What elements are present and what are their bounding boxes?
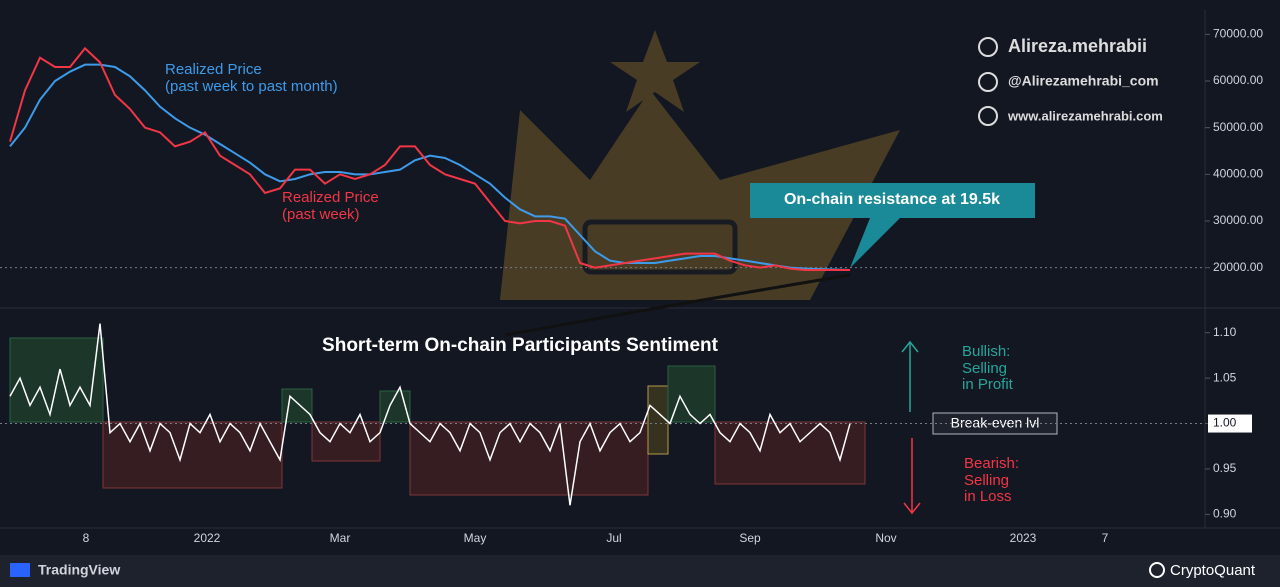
callout-text: On-chain resistance at 19.5k <box>784 191 1000 208</box>
y-tick-label: 1.05 <box>1213 370 1237 384</box>
telegram-icon <box>978 72 998 92</box>
bearish-label: Bearish: Selling in Loss <box>964 455 1020 505</box>
y-tick-label: 30000.00 <box>1213 213 1263 227</box>
break-even-label: Break-even lvl <box>951 415 1040 431</box>
footer-left: TradingView <box>38 562 120 578</box>
footer-bar <box>0 555 1280 587</box>
x-tick-label: Jul <box>606 531 621 545</box>
watermark-instagram: Alireza.mehrabii <box>1008 36 1147 56</box>
up-arrow-head <box>901 340 919 353</box>
callout-box <box>750 183 1035 268</box>
chart-title: Short-term On-chain Participants Sentime… <box>322 335 719 356</box>
y-tick-label: 0.90 <box>1213 507 1237 521</box>
instagram-icon <box>978 37 998 57</box>
y-tick-label: 60000.00 <box>1213 73 1263 87</box>
y-tick-label: 50000.00 <box>1213 120 1263 134</box>
series-line <box>9 323 851 506</box>
web-icon <box>978 106 998 126</box>
x-tick-label: Mar <box>330 531 351 545</box>
x-tick-label: 2022 <box>194 531 221 545</box>
y-tick-label: 40000.00 <box>1213 167 1263 181</box>
x-tick-label: Nov <box>875 531 896 545</box>
y-tick-label: 1.00 <box>1213 416 1237 430</box>
x-tick-label: 7 <box>1102 531 1109 545</box>
tv-logo <box>10 563 30 577</box>
y-tick-label: 0.95 <box>1213 461 1237 475</box>
x-tick-label: 8 <box>83 531 90 545</box>
watermark-crown <box>500 30 900 300</box>
x-tick-label: May <box>464 531 487 545</box>
x-tick-label: Sep <box>739 531 761 545</box>
tick-highlight <box>1208 414 1252 433</box>
series-line <box>9 46 850 271</box>
watermark-telegram: @Alirezamehrabi_com <box>1008 73 1159 89</box>
y-tick-label: 70000.00 <box>1213 27 1263 41</box>
y-tick-label: 1.10 <box>1213 325 1237 339</box>
footer-right: CryptoQuant <box>1170 562 1256 579</box>
down-arrow-head <box>903 502 921 515</box>
cq-logo <box>1149 562 1165 578</box>
watermark-website: www.alirezamehrabi.com <box>1007 108 1163 123</box>
series-line <box>9 63 851 271</box>
x-tick-label: 2023 <box>1010 531 1037 545</box>
arrow <box>504 273 851 337</box>
series-label: Realized Price (past week to past month) <box>165 61 338 95</box>
bullish-label: Bullish: Selling in Profit <box>962 343 1013 393</box>
y-tick-label: 20000.00 <box>1213 260 1263 274</box>
series-label: Realized Price (past week) <box>282 189 379 223</box>
